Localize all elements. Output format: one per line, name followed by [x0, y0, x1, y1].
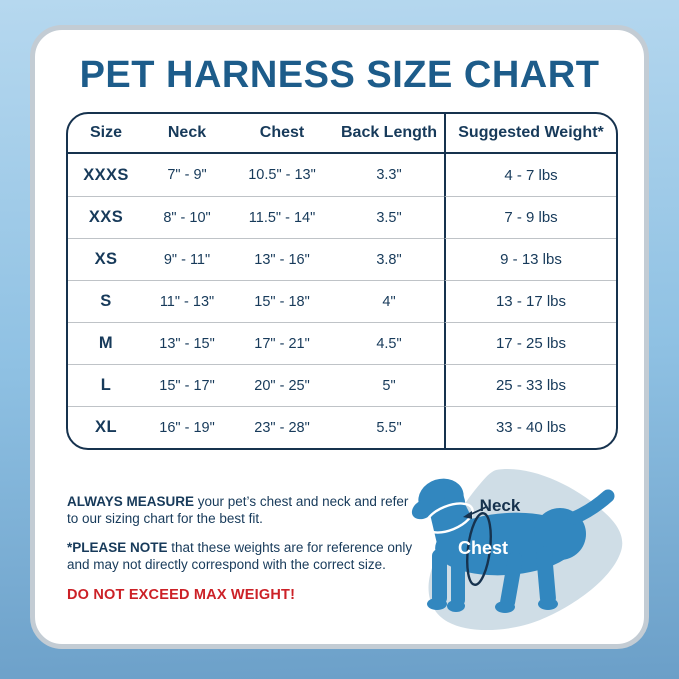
table-row: XL 16" - 19" 23" - 28" 5.5" 33 - 40 lbs [68, 406, 616, 448]
size-cell: XXS [68, 196, 144, 238]
please-note-bold: *PLEASE NOTE [67, 539, 168, 555]
table-row: L 15" - 17" 20" - 25" 5" 25 - 33 lbs [68, 364, 616, 406]
table-row: XXXS 7" - 9" 10.5" - 13" 3.3" 4 - 7 lbs [68, 154, 616, 196]
neck-measure-ring [424, 502, 474, 534]
notes-section: ALWAYS MEASURE your pet’s chest and neck… [67, 494, 427, 616]
column-header-suggested-weight: Suggested Weight* [444, 114, 616, 154]
neck-cell: 15" - 17" [144, 364, 230, 406]
max-weight-warning: DO NOT EXCEED MAX WEIGHT! [67, 586, 296, 603]
page-title: PET HARNESS SIZE CHART [79, 54, 600, 96]
back-length-cell: 3.3" [376, 167, 402, 183]
chest-measure-ring [466, 512, 492, 586]
neck-pointer-arrowhead [463, 511, 472, 519]
neck-cell: 16" - 19" [144, 406, 230, 448]
weight-cell: 17 - 25 lbs [444, 322, 616, 364]
please-note-text: that these weights are for reference onl… [167, 539, 413, 555]
back-length-cell: 4.5" [334, 322, 444, 364]
back-length-cell: 3.5" [334, 196, 444, 238]
dog-tail [567, 489, 615, 525]
back-length-cell: 5" [334, 364, 444, 406]
chest-label: Chest [458, 538, 508, 558]
dog-silhouette [411, 478, 615, 613]
table-row: S 11" - 13" 15" - 18" 4" 13 - 17 lbs [68, 280, 616, 322]
chest-cell: 11.5" - 14" [230, 196, 334, 238]
size-cell: S [68, 280, 144, 322]
weight-cell: 7 - 9 lbs [444, 196, 616, 238]
weight-cell: 13 - 17 lbs [444, 280, 616, 322]
neck-label: Neck [480, 496, 521, 515]
column-header-chest: Chest [230, 114, 334, 154]
please-note: *PLEASE NOTE that these weights are for … [67, 540, 427, 574]
size-cell: M [68, 322, 144, 364]
back-length-cell: 5.5" [334, 406, 444, 448]
weight-cell: 4 - 7 lbs [444, 154, 616, 196]
neck-cell: 8" - 10" [144, 196, 230, 238]
dog-measurement-diagram: Neck Chest [411, 469, 623, 631]
table-row: M 13" - 15" 17" - 21" 4.5" 17 - 25 lbs [68, 322, 616, 364]
weight-cell: 9 - 13 lbs [444, 238, 616, 280]
size-cell: L [68, 364, 144, 406]
size-cell: XS [68, 238, 144, 280]
weight-cell: 33 - 40 lbs [444, 406, 616, 448]
measure-note: ALWAYS MEASURE your pet’s chest and neck… [67, 494, 427, 528]
back-length-cell: 3.8" [334, 238, 444, 280]
column-header-back-length: Back Length [334, 114, 444, 154]
measure-note-bold: ALWAYS MEASURE [67, 494, 195, 509]
chest-cell: 10.5" - 13" [248, 167, 316, 183]
back-length-cell: 4" [334, 280, 444, 322]
neck-cell: 9" - 11" [144, 238, 230, 280]
measure-note-text-line2: to our sizing chart for the best fit. [67, 510, 263, 526]
table-header-row: Size Neck Chest Back Length Suggested We… [68, 114, 616, 154]
size-chart-table-wrap: Size Neck Chest Back Length Suggested We… [66, 112, 618, 450]
chest-cell: 20" - 25" [230, 364, 334, 406]
column-header-size: Size [68, 114, 144, 154]
chest-cell: 23" - 28" [230, 406, 334, 448]
weight-cell: 25 - 33 lbs [444, 364, 616, 406]
size-cell: XL [68, 406, 144, 448]
size-table-body: XXXS 7" - 9" 10.5" - 13" 3.3" 4 - 7 lbs XXS 8"… [68, 154, 616, 448]
chest-cell: 15" - 18" [230, 280, 334, 322]
size-cell: XXXS [83, 165, 129, 184]
measure-note-text: your pet’s chest and neck and refer [194, 494, 409, 509]
neck-cell: 13" - 15" [144, 322, 230, 364]
chest-cell: 17" - 21" [230, 322, 334, 364]
table-row: XS 9" - 11" 13" - 16" 3.8" 9 - 13 lbs [68, 238, 616, 280]
size-chart-card: PET HARNESS SIZE CHART Size Neck Chest B… [30, 25, 649, 649]
size-chart-table: Size Neck Chest Back Length Suggested We… [66, 112, 618, 450]
neck-cell: 7" - 9" [167, 167, 207, 183]
neck-cell: 11" - 13" [144, 280, 230, 322]
column-header-neck: Neck [144, 114, 230, 154]
please-note-text-line2: and may not directly correspond with the… [67, 556, 386, 572]
chest-cell: 13" - 16" [230, 238, 334, 280]
table-row: XXS 8" - 10" 11.5" - 14" 3.5" 7 - 9 lbs [68, 196, 616, 238]
